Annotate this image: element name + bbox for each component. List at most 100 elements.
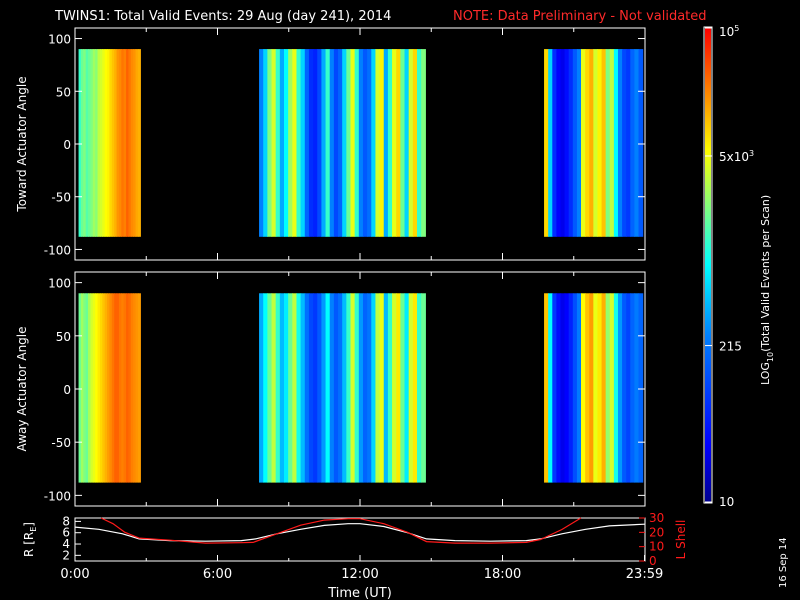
data-column [626,293,631,483]
data-column [333,293,339,483]
data-column [585,49,590,237]
data-segment-2 [259,49,426,237]
data-column [83,49,87,237]
data-column [417,293,422,483]
data-column [564,49,570,237]
data-segment-3 [544,293,644,483]
data-column [133,293,137,483]
data-column [263,293,268,483]
data-column [548,49,553,237]
data-column [135,293,139,483]
data-column [576,49,582,237]
data-column [609,49,615,237]
data-column [342,49,347,237]
data-column [564,293,570,483]
data-column [118,293,122,483]
data-column [408,293,414,483]
colorbar-tick-label: 105 [719,24,739,39]
data-column [267,49,273,237]
data-column [379,49,385,237]
data-column [371,293,377,483]
data-column [107,293,111,483]
data-column [613,293,619,483]
data-column [589,49,594,237]
data-column [126,49,130,237]
data-column [333,49,339,237]
data-column [392,293,397,483]
y-tick-label: 50 [56,85,71,99]
data-column [350,49,356,237]
data-column [581,49,586,237]
colorbar-tick-label: 5x103 [719,149,754,164]
data-column [358,49,364,237]
data-column [313,49,318,237]
y-tick-label: 100 [48,33,71,47]
data-column [630,293,636,483]
data-column [130,293,134,483]
data-column [593,293,599,483]
data-column [383,49,389,237]
data-column [308,293,314,483]
data-column [121,49,125,237]
data-column [560,293,566,483]
data-column [137,293,141,483]
data-column [362,49,368,237]
data-column [408,49,414,237]
data-column [104,293,108,483]
data-column [126,293,130,483]
data-column [111,293,115,483]
data-column [128,49,132,237]
data-column [325,293,331,483]
x-tick-label: 18:00 [484,567,521,582]
data-column [354,49,360,237]
y-right-tick-label: 10 [649,540,664,554]
data-column [634,293,640,483]
data-column [137,49,141,237]
figure-title: TWINS1: Total Valid Events: 29 Aug (day … [54,9,391,24]
data-column [317,293,323,483]
y-left-tick-label: 8 [62,514,70,528]
data-column [638,293,644,483]
data-column [97,293,101,483]
l-shell-axis-label: L Shell [674,520,688,560]
data-column [279,293,285,483]
data-column [589,293,594,483]
data-column [300,293,306,483]
data-column [102,49,106,237]
date-stamp: 16 Sep 14 [778,537,789,588]
data-column [379,293,385,483]
data-column [114,293,118,483]
data-column [321,293,327,483]
data-column [329,293,335,483]
y-tick-label: -100 [44,243,71,257]
preliminary-note: NOTE: Data Preliminary - Not validated [453,9,707,24]
x-axis-label: Time (UT) [327,586,392,600]
data-column [560,49,566,237]
data-column [80,49,84,237]
data-column [597,49,603,237]
y-axis-label: Toward Actuator Angle [15,76,29,212]
data-column [259,49,264,237]
data-column [387,293,393,483]
r-series-line [74,523,645,542]
data-column [548,293,553,483]
x-tick-label: 23:59 [626,567,663,582]
data-column [630,49,636,237]
data-column [404,49,410,237]
data-column [296,49,302,237]
data-column [88,49,92,237]
data-column [338,49,343,237]
data-column [358,293,364,483]
data-column [83,293,87,483]
data-column [78,49,82,237]
data-column [375,49,381,237]
data-column [342,293,347,483]
data-column [99,293,103,483]
data-column [568,49,574,237]
colorbar-frame [703,26,713,504]
y-left-tick-label: 6 [62,526,70,540]
x-tick-label: 12:00 [341,567,378,582]
y-left-tick-label: 4 [62,537,70,551]
data-column [354,293,360,483]
